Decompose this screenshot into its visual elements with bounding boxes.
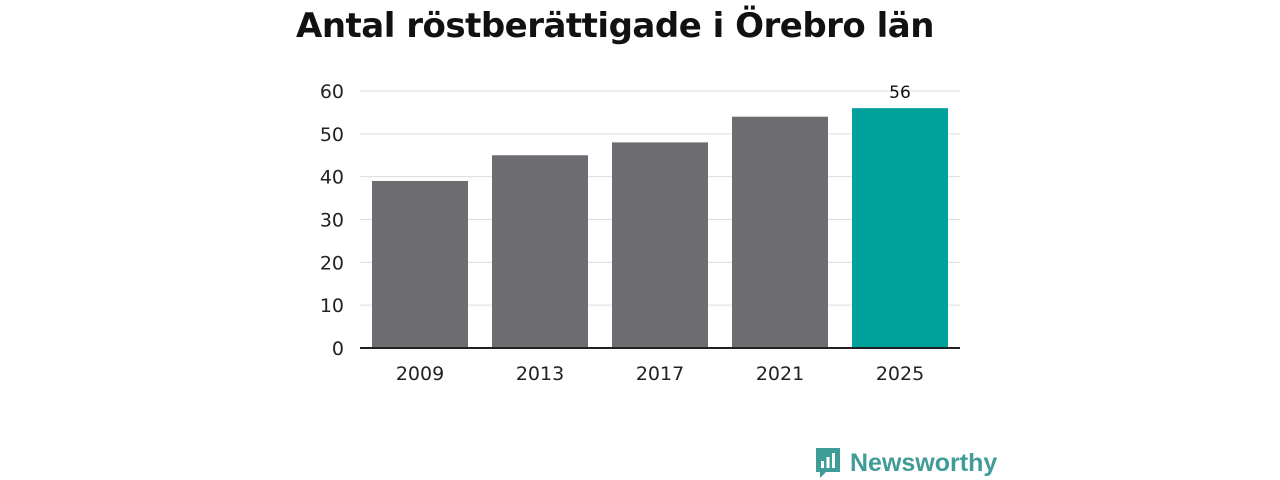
y-tick-label: 30 <box>320 210 344 232</box>
y-tick-label: 60 <box>320 81 344 103</box>
brand-name: Newsworthy <box>850 449 998 477</box>
bar-2021 <box>732 116 828 348</box>
chart-title: Antal röstberättigade i Örebro län <box>296 6 934 46</box>
y-tick-label: 50 <box>320 124 344 146</box>
x-tick-label: 2017 <box>636 363 684 385</box>
data-label: 56 <box>889 83 911 103</box>
x-tick-label: 2009 <box>396 363 444 385</box>
newsworthy-brand: Newsworthy <box>814 446 997 480</box>
y-tick-label: 40 <box>320 167 344 189</box>
bar-2025 <box>852 108 948 348</box>
bar-2013 <box>492 155 588 348</box>
bar-2017 <box>612 142 708 348</box>
data-labels: 56 <box>889 83 911 103</box>
x-tick-label: 2013 <box>516 363 564 385</box>
y-tick-label: 0 <box>332 338 344 360</box>
x-axis-ticks: 2009 2013 2017 2021 2025 <box>396 363 924 385</box>
y-axis-ticks: 0 10 20 30 40 50 60 <box>320 81 344 360</box>
newsworthy-logo-icon <box>816 448 840 478</box>
bar-2009 <box>372 180 468 348</box>
bar-chart: 0 10 20 30 40 50 60 2009 2013 2017 2021 2025 56 <box>320 81 960 385</box>
y-tick-label: 20 <box>320 252 344 274</box>
x-tick-label: 2025 <box>876 363 924 385</box>
bars <box>372 108 948 348</box>
x-tick-label: 2021 <box>756 363 804 385</box>
y-tick-label: 10 <box>320 295 344 317</box>
